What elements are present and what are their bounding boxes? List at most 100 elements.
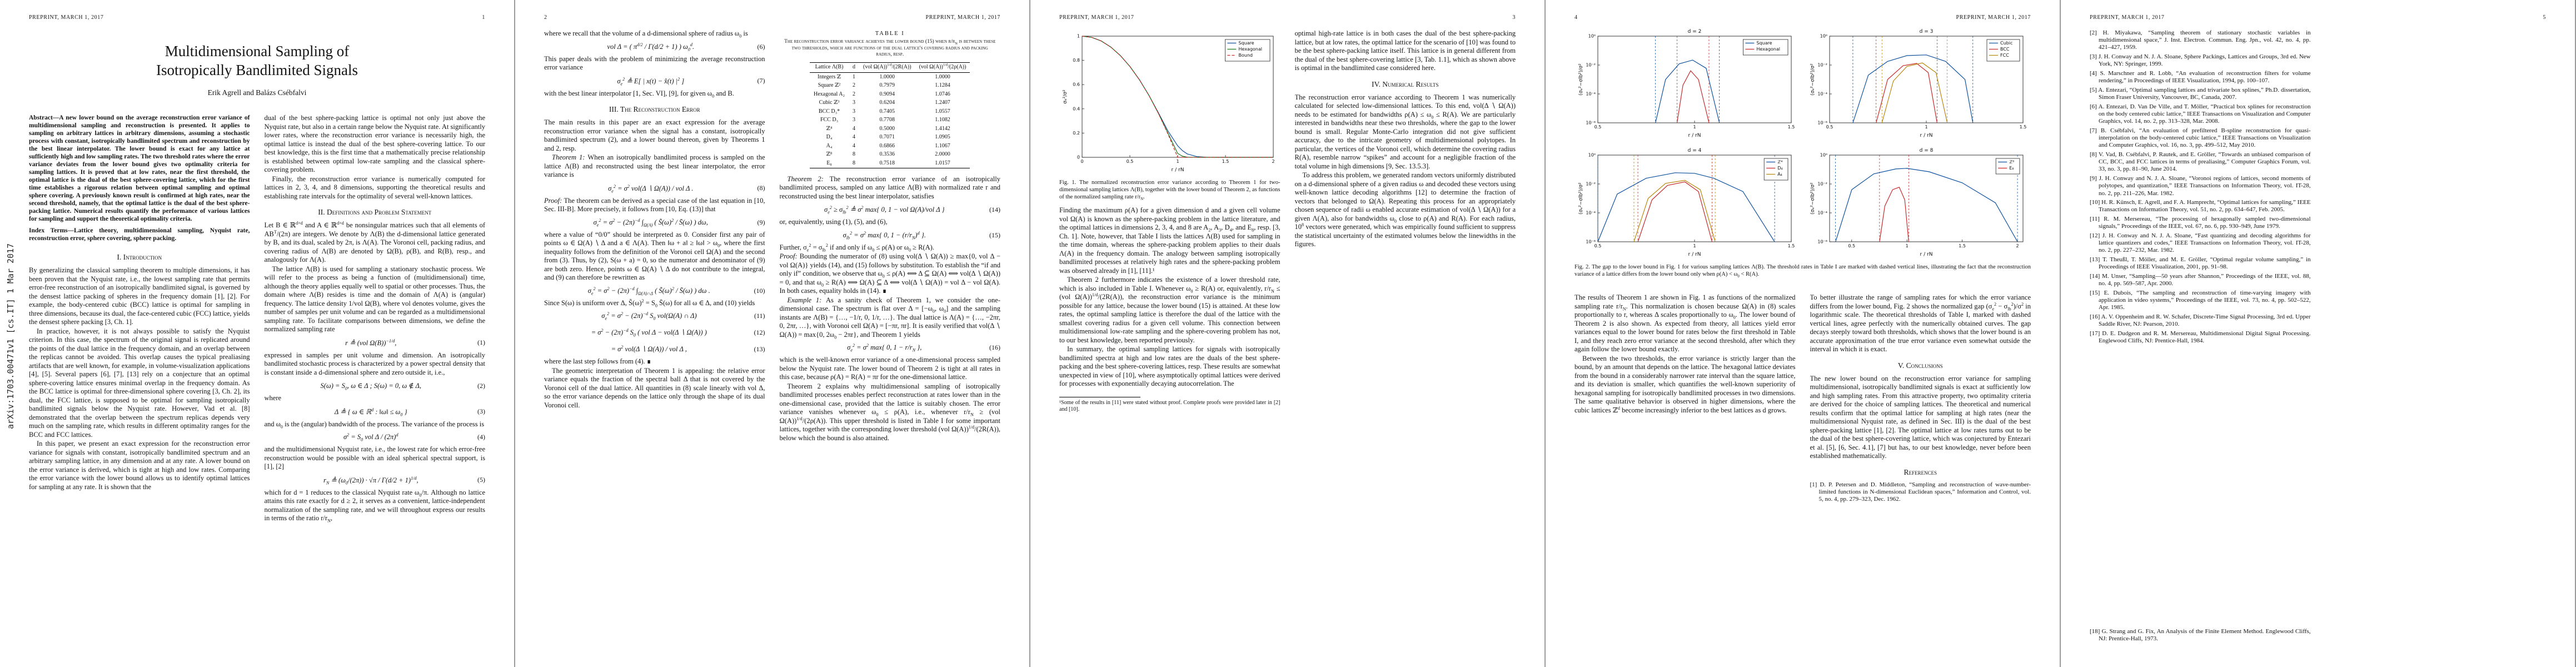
index-terms: Index Terms—Lattice theory, multidimensi… (29, 227, 250, 242)
superscript: T (273, 229, 277, 235)
superscript: 2 (671, 286, 674, 291)
reference-entry: [10] H. R. Künsch, E. Agrell, and F. A. … (2090, 199, 2311, 213)
chart-text: Bound (1238, 53, 1253, 58)
table-cell: Square ℤ² (818, 82, 841, 88)
equation-number: (5) (477, 476, 485, 484)
table-cell: 1.0557 (935, 108, 950, 115)
page-header: PREPRINT, MARCH 1, 2017 1 (29, 14, 485, 21)
table-header-cell: d (849, 62, 859, 73)
superscript: 2 (599, 217, 601, 223)
superscript: 2 (866, 342, 869, 348)
table-cell: 0.7405 (879, 108, 895, 115)
chart-text: 1 (1693, 243, 1696, 248)
paragraph: which is the well-known error variance o… (779, 356, 1001, 381)
superscript: −1/d (386, 338, 395, 344)
paper-title: Multidimensional Sampling of Isotropical… (29, 42, 485, 79)
subscript: e (596, 222, 599, 227)
chart-text: BCC (2000, 47, 2010, 52)
equation: rN ≜ (ω0/(2π)) · √π / Γ(d/2 + 1)1/d, (5) (265, 475, 485, 485)
reference-entry: [4] S. Marschner and R. Lobb, “An evalua… (2090, 70, 2311, 84)
subscript: N (911, 235, 915, 240)
paragraph-lead: Proof: (544, 196, 564, 205)
chart-text: 1 (1906, 243, 1909, 248)
table: Lattice Λ(B) d (vol Ω(A))1/d/(2R(A)) (vol Ω… (810, 62, 970, 168)
subscript: 0 (739, 33, 742, 39)
table-cell: 1.2407 (935, 99, 950, 106)
paragraph-lead: Theorem 1: (552, 153, 588, 161)
table-cell: 0.6204 (879, 99, 895, 106)
subscript: 0 (712, 93, 715, 98)
paragraph: or, equivalently, using (1), (5), and (6… (779, 218, 888, 226)
figure-2-panel-3: 0.5 1 1.5 10⁰ 10⁻² 10⁻⁴ 10⁻⁶ d = 4 r / rN (σₑ²−σl… (1576, 145, 1797, 260)
table-cell: 8 (853, 151, 855, 157)
superscript: 2 (593, 286, 596, 291)
running-header: PREPRINT, MARCH 1, 2017 (1956, 14, 2031, 21)
superscript: 8 (1302, 222, 1304, 227)
equation-body: σ2 = S0 vol Δ / (2π)d (343, 432, 398, 442)
superscript: 2 (809, 242, 811, 248)
superscript: 2 (846, 205, 849, 210)
subscript: 0 (908, 247, 911, 252)
series-E₈ (1879, 187, 1910, 242)
chart-text: Hexagonal (1238, 47, 1262, 52)
paragraph: with the best linear interpolator [1, Se… (544, 89, 734, 98)
equation-number: (2) (477, 381, 485, 390)
column-right: To better illustrate the range of sampli… (1810, 293, 2031, 645)
paragraph: In practice, however, it is not always p… (29, 327, 250, 439)
table-cell: 1.0905 (935, 134, 950, 140)
table-cell: ℤ⁸ (826, 151, 833, 157)
chart-text: (σₑ²−σlb²)/σ² (1810, 182, 1816, 215)
column-right: optimal high-rate lattice is in both cas… (1295, 29, 1516, 645)
page-number: 2 (544, 14, 547, 21)
running-header: PREPRINT, MARCH 1, 2017 (925, 14, 1000, 21)
table-cell: 0.7518 (879, 160, 895, 166)
equation: σ2 = S0 vol Δ / (2π)d (4) (265, 432, 485, 442)
chart-text: 10⁰ (1820, 153, 1827, 158)
chart-text: d = 4 (1687, 148, 1701, 153)
equation-number: (9) (757, 218, 765, 226)
superscript: 1/d (796, 416, 803, 421)
chart-text: 10⁻⁴ (1818, 92, 1828, 97)
chart-text: 0.5 (1594, 243, 1601, 248)
series-FCC (1881, 62, 1948, 123)
paragraph: The geometric interpretation of Theorem … (544, 366, 765, 409)
superscript: 1/d (887, 63, 892, 67)
table-cell: 0.5000 (879, 125, 895, 132)
figure-2-panel-1: 0.5 1 1.5 10⁰ 10⁻² 10⁻⁴ 10⁻⁶ d = 2 r / rN (σₑ²−σl… (1576, 26, 1797, 141)
paper-authors: Erik Agrell and Balázs Csébfalvi (207, 88, 307, 97)
equation-body: S(ω) = S0, ω ∈ Δ ; S(ω) = 0, ω ∉ Δ, (320, 382, 421, 391)
paragraph: where the last step follows from (4). ∎ (544, 357, 651, 365)
series-A₄ (1633, 180, 1716, 242)
chart-text: σₑ²/σ² (1063, 89, 1068, 104)
table-row: Square ℤ² 2 0.7979 1.1284 (810, 82, 970, 91)
subscript: 4 (1229, 227, 1232, 233)
subscript: N (970, 412, 974, 417)
legend-box (1763, 158, 1788, 181)
subscript: lb (843, 210, 846, 215)
equation-body: σe2 = σ2 − (2π)−d S0 vol(Ω(A) ∩ Δ) (601, 311, 697, 321)
superscript: 1/d (411, 475, 417, 481)
figure-2: 0.5 1 1.5 10⁰ 10⁻² 10⁻⁴ 10⁻⁶ d = 2 r / rN (σₑ²−σl… (1575, 26, 2031, 278)
table-cell: 2 (853, 82, 855, 88)
chart-text: E₈ (2009, 166, 2014, 171)
paper-title-line-2: Isotropically Bandlimited Signals (156, 62, 358, 78)
chart-text: A₄ (1777, 172, 1782, 177)
page-header: 2 PREPRINT, MARCH 1, 2017 (544, 14, 1000, 21)
paragraph: The results of Theorem 1 are shown in Fi… (1575, 293, 1796, 353)
superscript: 2 (620, 311, 624, 316)
equation-body: σe2 ≥ σlb2 ≜ σ2 max{ 0, 1 − vol Ω(A)/vol… (824, 205, 945, 215)
table-caption: The reconstruction error variance achiev… (784, 39, 996, 57)
equation-body: Δ ≜ { ω ∈ ℝd : ‖ω‖ ≤ ω0 } (334, 407, 407, 417)
chart-text: Hexagonal (1756, 47, 1780, 52)
subscript: 0 (280, 424, 283, 429)
subscript: N (326, 480, 330, 485)
equation: σe2 = σ2 − (2π)−d S0 vol(Ω(A) ∩ Δ) (11) (544, 311, 765, 321)
paragraph: where (264, 394, 282, 402)
equation-number: (8) (757, 184, 765, 192)
equation-number: (10) (754, 286, 765, 295)
column-left: The results of Theorem 1 are shown in Fi… (1575, 293, 1796, 645)
equation-body: = σ2 vol(Δ ∖ Ω(A)) / vol Δ , (611, 344, 687, 353)
table-cell: 1.1284 (935, 82, 950, 88)
series-Bound (1082, 36, 1273, 158)
table-header-row: Lattice Λ(B) d (vol Ω(A))1/d/(2R(A)) (vol Ω… (810, 62, 970, 73)
